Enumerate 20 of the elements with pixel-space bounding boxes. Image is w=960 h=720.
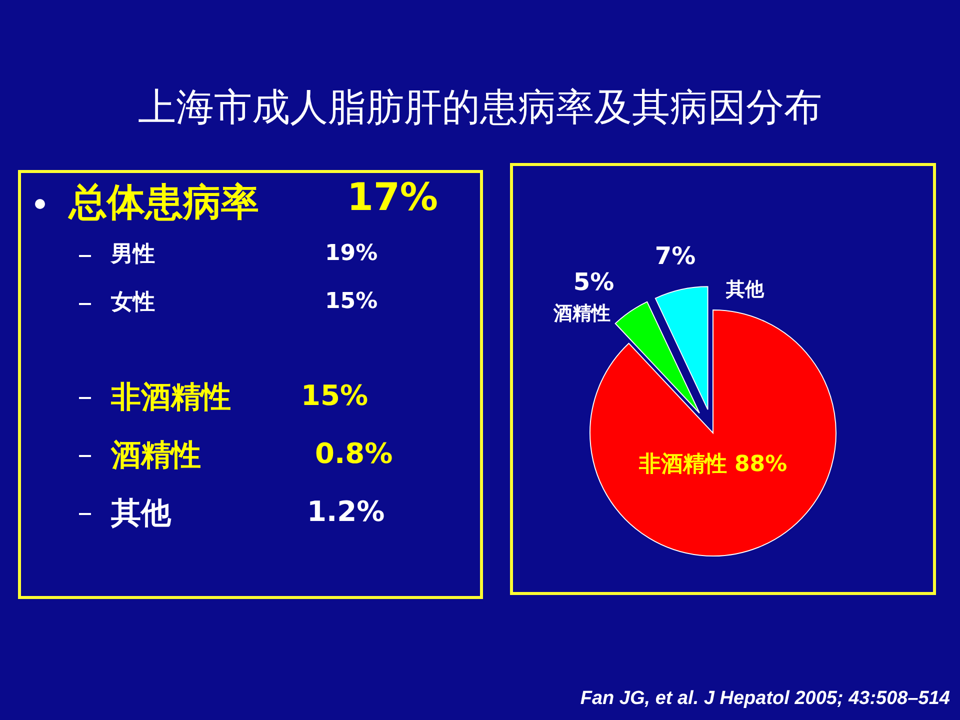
text: 女性 [111,289,155,317]
text: Fan JG, et al. J Hepatol 2005; 43:508–514 [580,688,950,710]
data-label: 7% [654,242,696,270]
text: 0.8% [315,437,393,470]
text: 上海市成人脂肪肝的患病率及其病因分布 [137,84,823,131]
slice-label: 酒精性 [552,302,610,324]
data-label: 5% [573,268,614,296]
text: 19% [325,241,378,266]
text: 17% [347,175,438,219]
text: 其他 [111,495,171,533]
text: 酒精性 [111,437,201,475]
text: 15% [301,379,368,412]
text: 15% [325,289,378,314]
slice-label: 非酒精性 [638,452,727,477]
data-label: 88% [734,452,788,477]
text: 1.2% [307,495,385,528]
text: 男性 [111,241,155,269]
text: 非酒精性 [111,379,231,417]
slice-label: 其他 [724,278,765,301]
text: 总体患病率 [69,179,259,226]
